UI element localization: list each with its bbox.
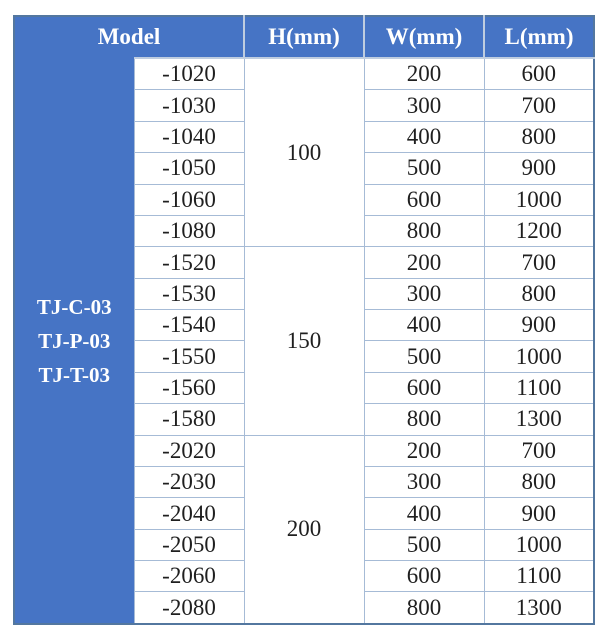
model-series-label: TJ-P-03 [38,328,111,353]
model-suffix-cell: -1530 [133,277,245,311]
col-header-w: W(mm) [363,16,485,58]
width-value-cell: 300 [363,277,485,311]
col-header-h: H(mm) [243,16,365,58]
width-value-cell: 600 [363,183,485,216]
table-row: -1060 600 1000 [14,183,595,216]
model-suffix-cell: -2030 [133,465,245,499]
model-suffix-cell: -1560 [133,371,245,405]
length-value-cell: 700 [483,89,595,122]
length-value-cell: 700 [483,434,595,467]
length-value-cell: 1000 [483,340,595,373]
table-row: TJ-C-03 TJ-P-03 TJ-T-03 -1020 100 200 600 [14,57,595,624]
width-value-cell: 400 [363,497,485,530]
length-value-cell: 600 [483,57,595,91]
length-value-cell: 1000 [483,528,595,562]
model-suffix-cell: -2080 [133,591,245,625]
model-suffix-cell: -2060 [133,560,245,593]
table-row: -1550 500 1000 [14,340,595,373]
table-row: -2020 200 200 700 [14,434,595,625]
length-value-cell: 1200 [483,214,595,248]
length-value-cell: 900 [483,309,595,342]
model-suffix-cell: -1540 [133,309,245,342]
model-suffix-cell: -1050 [133,152,245,185]
table-row: -1560 600 1100 [14,371,595,405]
length-value-cell: 1300 [483,403,595,436]
model-series-cell: TJ-C-03 TJ-P-03 TJ-T-03 [14,58,134,624]
width-value-cell: 500 [363,152,485,185]
table-row: -2030 300 800 [14,465,595,499]
table-row: -2040 400 900 [14,497,595,530]
model-suffix-cell: -1030 [133,89,245,122]
length-value-cell: 800 [483,120,595,154]
width-value-cell: 600 [363,371,485,405]
spec-table: Model H(mm) W(mm) L(mm) TJ-C-03 TJ-P-03 TJ… [13,15,596,625]
width-value-cell: 200 [363,434,485,467]
width-value-cell: 400 [363,120,485,154]
width-value-cell: 500 [363,528,485,562]
length-value-cell: 900 [483,497,595,530]
width-value-cell: 200 [363,246,485,279]
length-value-cell: 800 [483,465,595,499]
col-header-model: Model [14,16,245,58]
height-value-cell: 150 [243,246,365,436]
model-suffix-cell: -1060 [133,183,245,216]
model-suffix-cell: -1580 [133,403,245,436]
width-value-cell: 800 [363,403,485,436]
width-value-cell: 500 [363,340,485,373]
width-value-cell: 800 [363,214,485,248]
height-value-cell: 200 [243,434,365,625]
length-value-cell: 1100 [483,560,595,593]
model-series-label: TJ-T-03 [38,362,111,387]
table-row: -1540 400 900 [14,309,595,342]
model-suffix-cell: -2040 [133,497,245,530]
width-value-cell: 300 [363,89,485,122]
width-value-cell: 400 [363,309,485,342]
width-value-cell: 600 [363,560,485,593]
model-suffix-cell: -1520 [133,246,245,279]
model-series-label: TJ-C-03 [36,294,112,319]
table-row: -2060 600 1100 [14,560,595,593]
table-row: -1050 500 900 [14,152,595,185]
model-suffix-cell: -1080 [133,214,245,248]
width-value-cell: 200 [363,57,485,91]
width-value-cell: 300 [363,465,485,499]
model-suffix-cell: -2020 [133,434,245,467]
length-value-cell: 1300 [483,591,595,625]
table-row: -1040 400 800 [14,120,595,154]
model-suffix-cell: -1550 [133,340,245,373]
col-header-l: L(mm) [483,16,595,58]
table-row: -1530 300 800 [14,277,595,311]
length-value-cell: 1100 [483,371,595,405]
table-row: -1520 150 200 700 [14,246,595,436]
length-value-cell: 1000 [483,183,595,216]
spec-table-body: TJ-C-03 TJ-P-03 TJ-T-03 -1020 100 200 600 -1030… [14,57,595,625]
table-row: -2080 800 1300 [14,591,595,625]
model-suffix-cell: -1040 [133,120,245,154]
header-row: Model H(mm) W(mm) L(mm) [14,16,595,58]
length-value-cell: 900 [483,152,595,185]
table-row: -1580 800 1300 [14,403,595,436]
length-value-cell: 800 [483,277,595,311]
width-value-cell: 800 [363,591,485,625]
model-suffix-cell: -1020 [133,57,245,91]
model-suffix-cell: -2050 [133,528,245,562]
height-value-cell: 100 [243,57,365,248]
length-value-cell: 700 [483,246,595,279]
